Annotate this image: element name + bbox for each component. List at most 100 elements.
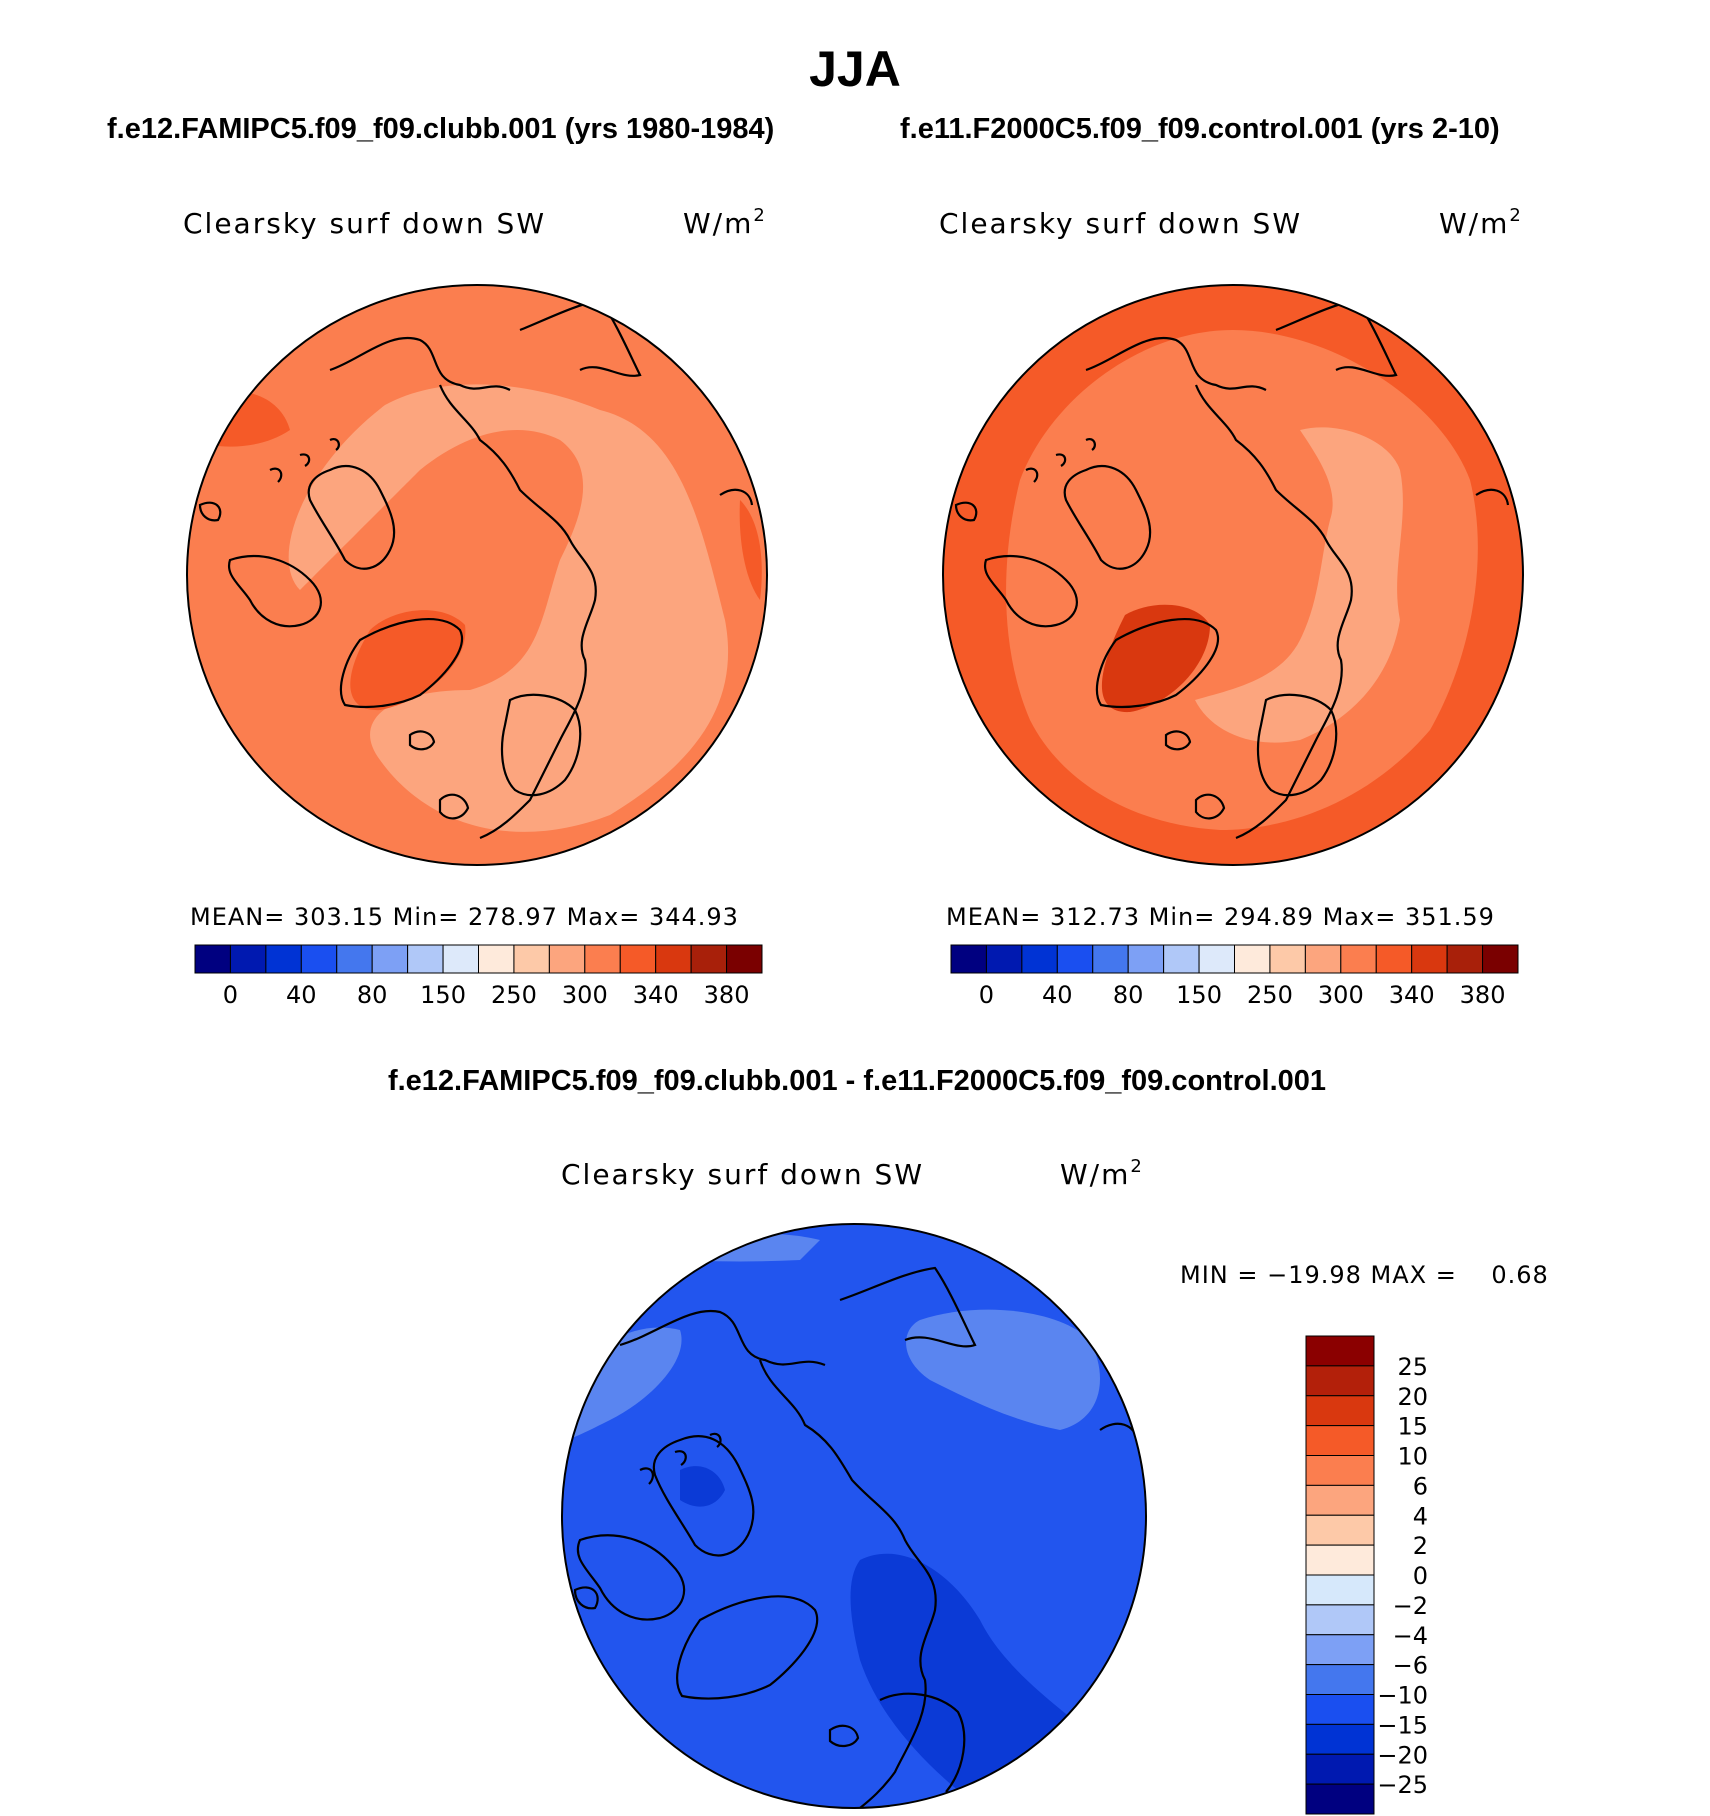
colorbar-swatch xyxy=(1021,944,1058,974)
colorbar-swatch xyxy=(1234,944,1271,974)
units-label: W/m2 xyxy=(1060,1156,1144,1191)
colorbar-tick-label: 10 xyxy=(1397,1443,1428,1471)
colorbar-swatch xyxy=(513,944,550,974)
high-region xyxy=(1101,604,1210,713)
colorbar-swatch xyxy=(1092,944,1129,974)
colorbar-swatch xyxy=(442,944,479,974)
colorbar-tick-label: 25 xyxy=(1397,1353,1428,1381)
high-region xyxy=(739,500,762,600)
colorbar-swatch xyxy=(1305,1365,1375,1397)
variable-label: Clearsky surf down SW xyxy=(183,207,546,240)
light-region xyxy=(680,1233,820,1262)
colorbar-swatch xyxy=(1305,1395,1375,1427)
stats-line: MEAN= 312.73 Min= 294.89 Max= 351.59 xyxy=(946,903,1495,931)
colorbar-tick-label: 4 xyxy=(1413,1502,1428,1530)
colorbar-tick-label: 0 xyxy=(223,981,238,1009)
case-a-title: f.e12.FAMIPC5.f09_f09.clubb.001 (yrs 198… xyxy=(107,113,774,145)
variable-label: Clearsky surf down SW xyxy=(939,207,1302,240)
colorbar-swatch xyxy=(1305,1783,1375,1815)
colorbar-swatch xyxy=(300,944,338,974)
colorbar-swatch xyxy=(584,944,621,974)
dark-region xyxy=(680,1466,725,1507)
variable-label: Clearsky surf down SW xyxy=(561,1158,924,1191)
coastlines xyxy=(198,298,754,840)
svg-text:MEAN= 303.15 Min= 278.97 M: MEAN= 303.15 Min= 278.97 Max= 344.93 xyxy=(190,903,739,931)
colorbar: 0 40 80 150 250 300 340 380 xyxy=(194,944,763,1009)
colorbar-tick-label: −6 xyxy=(1393,1652,1428,1680)
colorbar-swatch xyxy=(194,944,231,974)
colorbar-swatch xyxy=(1375,944,1413,974)
coastlines xyxy=(573,1266,1140,1808)
colorbar-swatch xyxy=(690,944,728,974)
colorbar-tick-label: −4 xyxy=(1393,1622,1428,1650)
colorbar-tick-label: 20 xyxy=(1397,1383,1428,1411)
colorbar-swatch xyxy=(1305,1544,1375,1576)
coastlines xyxy=(954,298,1510,840)
low-region xyxy=(288,384,729,832)
colorbar: 0 40 80 150 250 300 340 380 xyxy=(950,944,1519,1009)
colorbar-swatch xyxy=(478,944,515,974)
colorbar-swatch xyxy=(950,944,987,974)
colorbar-swatch xyxy=(1304,944,1342,974)
colorbar-swatch xyxy=(1411,944,1448,974)
units-label: W/m2 xyxy=(683,205,767,240)
colorbar-swatch xyxy=(1305,1634,1375,1666)
colorbar-swatch xyxy=(1305,1604,1375,1636)
units-label: W/m2 xyxy=(1439,205,1523,240)
colorbar-swatch xyxy=(1056,944,1094,974)
case-b-title: f.e11.F2000C5.f09_f09.control.001 (yrs 2… xyxy=(900,113,1500,145)
colorbar-tick-label: 0 xyxy=(1413,1562,1428,1590)
colorbar-swatch xyxy=(1305,1484,1375,1516)
map-boundary xyxy=(942,284,1524,866)
panel-case-a: Clearsky surf down SW W/m2 xyxy=(183,205,768,1009)
colorbar-tick-label: 150 xyxy=(420,981,466,1009)
map-boundary xyxy=(561,1223,1147,1809)
colorbar-tick-label: −15 xyxy=(1377,1711,1428,1739)
colorbar-tick-label: −25 xyxy=(1377,1771,1428,1799)
colorbar-tick-label: 0 xyxy=(979,981,994,1009)
colorbar-tick-label: 250 xyxy=(491,981,537,1009)
svg-text:MEAN= 312.73 Min= 294.89 M: MEAN= 312.73 Min= 294.89 Max= 351.59 xyxy=(946,903,1495,931)
colorbar-swatch xyxy=(1482,944,1519,974)
high-region xyxy=(350,610,466,711)
colorbar-tick-label: 340 xyxy=(1389,981,1435,1009)
colorbar-swatch xyxy=(1305,1335,1375,1367)
colorbar-swatch xyxy=(407,944,444,974)
colorbar-tick-label: 6 xyxy=(1413,1472,1428,1500)
colorbar-swatch xyxy=(336,944,373,974)
colorbar-swatch xyxy=(1305,1694,1375,1725)
map-boundary xyxy=(186,284,768,866)
colorbar-swatch xyxy=(548,944,586,974)
colorbar-tick-label: 80 xyxy=(1113,981,1144,1009)
colorbar-tick-label: 40 xyxy=(286,981,317,1009)
stats-line: MEAN= 303.15 Min= 278.97 Max= 344.93 xyxy=(190,903,739,931)
season-title: JJA xyxy=(809,41,901,97)
colorbar-swatch xyxy=(265,944,302,974)
colorbar-swatch xyxy=(229,944,267,974)
colorbar-swatch xyxy=(1305,1455,1375,1486)
colorbar-swatch xyxy=(1305,1574,1375,1606)
colorbar-tick-label: −2 xyxy=(1393,1592,1428,1620)
colorbar-swatch xyxy=(1127,944,1165,974)
difference-title: f.e12.FAMIPC5.f09_f09.clubb.001 - f.e11.… xyxy=(388,1065,1326,1097)
colorbar-tick-label: 380 xyxy=(1460,981,1506,1009)
colorbar-swatch xyxy=(655,944,692,974)
colorbar-swatch xyxy=(1305,1753,1375,1785)
colorbar-tick-label: 15 xyxy=(1397,1413,1428,1441)
colorbar-tick-label: 80 xyxy=(357,981,388,1009)
colorbar-tick-label: −20 xyxy=(1377,1741,1428,1769)
colorbar-swatch xyxy=(1163,944,1200,974)
colorbar-swatch xyxy=(1305,1664,1375,1695)
panel-case-b: Clearsky surf down SW W/m2 xyxy=(939,205,1524,1009)
colorbar-tick-label: 40 xyxy=(1042,981,1073,1009)
colorbar-tick-label: 300 xyxy=(562,981,608,1009)
colorbar-swatch xyxy=(726,944,763,974)
colorbar-swatch xyxy=(985,944,1023,974)
colorbar-tick-label: 2 xyxy=(1413,1532,1428,1560)
colorbar-swatch xyxy=(1305,1514,1375,1546)
colorbar-tick-label: 300 xyxy=(1318,981,1364,1009)
colorbar-swatch xyxy=(1198,944,1235,974)
light-region xyxy=(906,1309,1100,1430)
